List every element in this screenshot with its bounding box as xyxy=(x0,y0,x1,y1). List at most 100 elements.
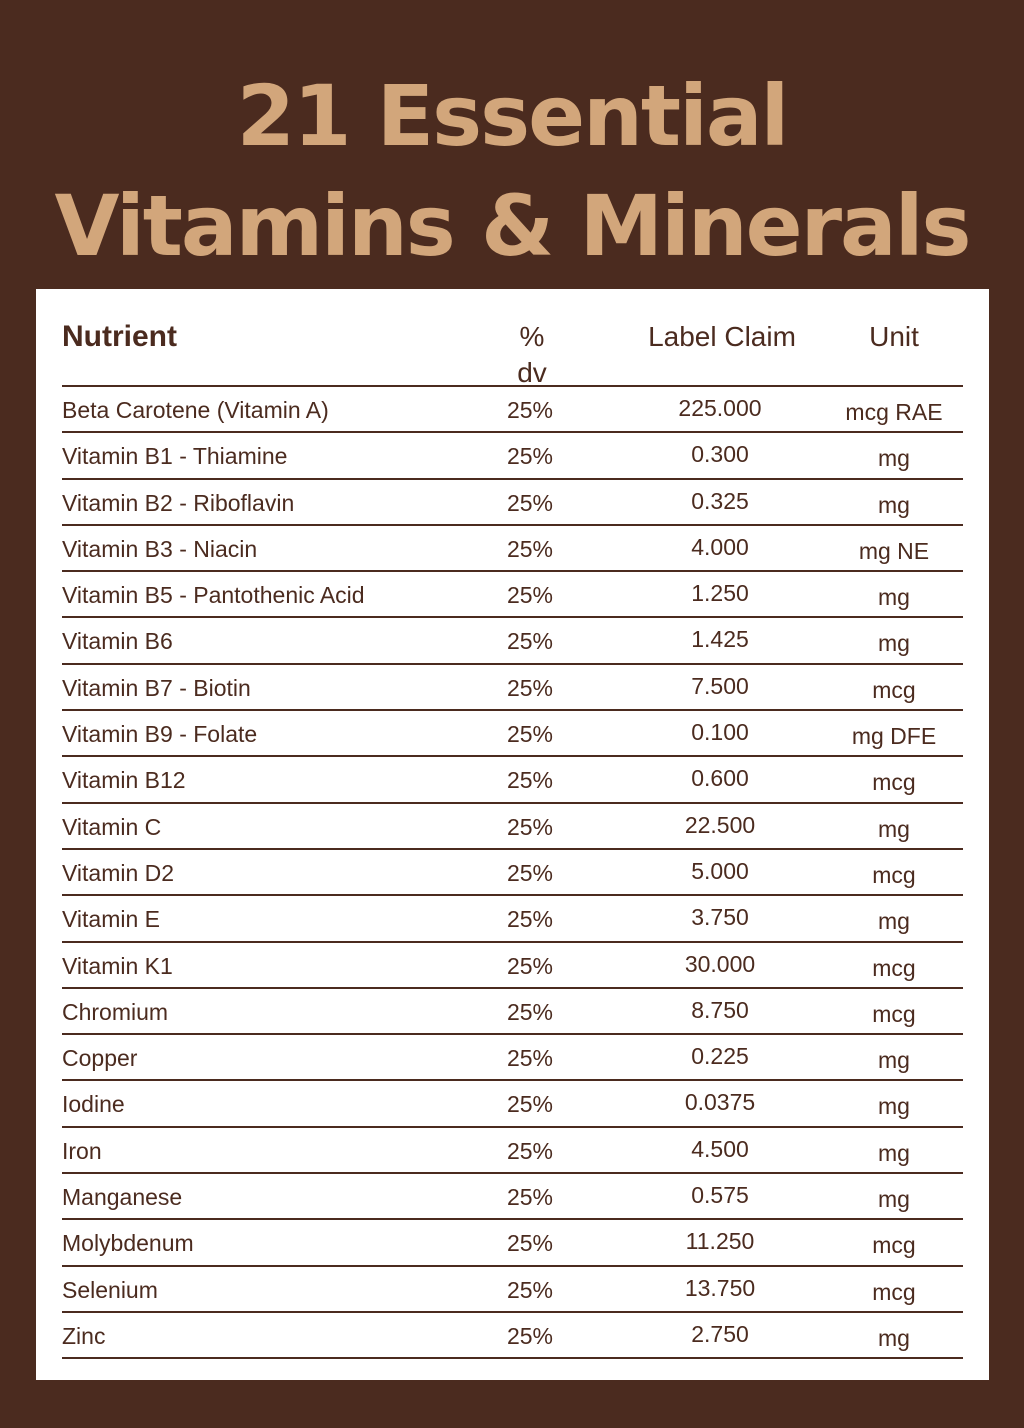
table-row: Vitamin D2 25% 5.000 mcg xyxy=(62,850,963,897)
header-unit: Unit xyxy=(869,321,919,352)
cell-unit: mg DFE xyxy=(851,723,937,750)
cell-unit: mg xyxy=(878,1139,910,1166)
cell-nutrient: Vitamin K1 xyxy=(62,952,173,979)
cell-dv: 25% xyxy=(506,443,554,470)
cell-unit: mg NE xyxy=(858,537,930,564)
cell-unit: mg xyxy=(878,491,910,518)
cell-dv: 25% xyxy=(506,1230,554,1257)
table-row: Vitamin E 25% 3.750 mg xyxy=(62,896,963,943)
cell-label-claim: 4.000 xyxy=(691,533,749,560)
cell-unit: mcg xyxy=(872,1000,916,1027)
cell-label-claim: 0.300 xyxy=(691,441,749,468)
cell-label-claim: 13.750 xyxy=(684,1274,756,1301)
header-dv: % dv xyxy=(517,321,547,388)
cell-label-claim: 5.000 xyxy=(691,857,749,884)
cell-label-claim: 0.325 xyxy=(691,487,749,514)
cell-unit: mcg xyxy=(872,1232,916,1259)
cell-label-claim: 2.750 xyxy=(691,1320,749,1347)
cell-dv: 25% xyxy=(506,628,554,655)
cell-nutrient: Copper xyxy=(62,1045,138,1072)
cell-label-claim: 30.000 xyxy=(684,950,756,977)
table-row: Vitamin B9 - Folate 25% 0.100 mg DFE xyxy=(62,711,963,758)
table-row: Chromium 25% 8.750 mcg xyxy=(62,989,963,1036)
cell-label-claim: 1.425 xyxy=(691,626,749,653)
cell-nutrient: Vitamin B9 - Folate xyxy=(62,721,258,748)
table-row: Copper 25% 0.225 mg xyxy=(62,1035,963,1082)
cell-nutrient: Vitamin B5 - Pantothenic Acid xyxy=(62,582,365,609)
cell-dv: 25% xyxy=(506,489,554,516)
cell-nutrient: Molybdenum xyxy=(62,1230,194,1257)
table-row: Iron 25% 4.500 mg xyxy=(62,1128,963,1175)
header-label-claim: Label Claim xyxy=(648,321,796,352)
cell-unit: mg xyxy=(878,1093,910,1120)
nutrient-table-card: Nutrient % dv Label Claim Unit Beta Caro… xyxy=(36,289,989,1380)
table-row: Vitamin K1 25% 30.000 mcg xyxy=(62,943,963,989)
cell-label-claim: 225.000 xyxy=(678,395,762,421)
table-body: Beta Carotene (Vitamin A) 25% 225.000 mcg R… xyxy=(62,387,963,1360)
cell-dv: 25% xyxy=(506,767,554,794)
cell-unit: mcg xyxy=(872,861,916,888)
cell-label-claim: 11.250 xyxy=(685,1228,755,1255)
cell-label-claim: 8.750 xyxy=(691,996,749,1023)
cell-unit: mg xyxy=(878,1186,910,1213)
table-header-row: Nutrient % dv Label Claim Unit xyxy=(62,289,963,388)
cell-label-claim: 7.500 xyxy=(691,672,749,699)
cell-label-claim: 4.500 xyxy=(691,1135,749,1162)
table-row: Vitamin B12 25% 0.600 mcg xyxy=(62,757,963,804)
cell-dv: 25% xyxy=(506,397,554,423)
cell-dv: 25% xyxy=(506,674,554,701)
cell-dv: 25% xyxy=(506,582,554,609)
cell-label-claim: 0.100 xyxy=(691,719,749,746)
cell-nutrient: Vitamin B6 xyxy=(62,628,173,655)
title-line-1: 21 Essential xyxy=(236,67,790,165)
cell-nutrient: Iodine xyxy=(62,1091,125,1118)
cell-dv: 25% xyxy=(506,952,554,979)
cell-dv: 25% xyxy=(506,998,554,1025)
cell-dv: 25% xyxy=(506,535,554,562)
table-row: Vitamin B2 - Riboflavin 25% 0.325 mg xyxy=(62,480,963,526)
cell-dv: 25% xyxy=(506,813,554,840)
cell-dv: 25% xyxy=(506,721,554,748)
header-nutrient: Nutrient xyxy=(62,320,177,353)
cell-dv: 25% xyxy=(506,1091,554,1118)
cell-dv: 25% xyxy=(506,1137,554,1164)
cell-nutrient: Vitamin B2 - Riboflavin xyxy=(62,489,295,516)
cell-unit: mg xyxy=(878,584,910,611)
cell-nutrient: Vitamin D2 xyxy=(62,859,175,886)
cell-nutrient: Vitamin B12 xyxy=(62,767,186,794)
cell-unit: mg xyxy=(878,445,910,472)
cell-nutrient: Vitamin E xyxy=(62,906,161,933)
cell-label-claim: 0.600 xyxy=(691,765,749,792)
cell-nutrient: Manganese xyxy=(62,1184,183,1211)
table-row: Selenium 25% 13.750 mcg xyxy=(62,1267,963,1313)
cell-unit: mg xyxy=(878,630,910,657)
nutrient-table: Nutrient % dv Label Claim Unit Beta Caro… xyxy=(62,289,963,1360)
title-line-2: Vitamins & Minerals xyxy=(54,177,971,275)
table-row: Iodine 25% 0.0375 mg xyxy=(62,1081,963,1128)
cell-dv: 25% xyxy=(506,1276,554,1303)
cell-nutrient: Beta Carotene (Vitamin A) xyxy=(62,397,329,423)
cell-nutrient: Chromium xyxy=(62,998,169,1025)
cell-nutrient: Zinc xyxy=(62,1322,106,1349)
table-row: Vitamin B6 25% 1.425 mg xyxy=(62,618,963,665)
cell-unit: mcg xyxy=(872,676,916,703)
cell-dv: 25% xyxy=(506,1322,554,1349)
cell-label-claim: 0.0375 xyxy=(684,1089,756,1116)
table-row: Vitamin B7 - Biotin 25% 7.500 mcg xyxy=(62,665,963,712)
cell-unit: mg xyxy=(878,1047,910,1074)
table-row: Vitamin B1 - Thiamine 25% 0.300 mg xyxy=(62,433,963,480)
cell-nutrient: Iron xyxy=(62,1137,102,1164)
cell-label-claim: 3.750 xyxy=(691,904,749,931)
cell-label-claim: 0.225 xyxy=(691,1043,749,1070)
cell-nutrient: Vitamin B1 - Thiamine xyxy=(62,443,288,470)
cell-nutrient: Vitamin C xyxy=(62,813,162,840)
cell-unit: mcg xyxy=(872,769,916,796)
cell-label-claim: 1.250 xyxy=(691,580,749,607)
table-row: Vitamin C 25% 22.500 mg xyxy=(62,804,963,850)
cell-nutrient: Selenium xyxy=(62,1276,158,1303)
cell-unit: mg xyxy=(878,1324,910,1351)
cell-unit: mcg xyxy=(872,954,916,981)
table-row: Molybdenum 25% 11.250 mcg xyxy=(62,1220,963,1267)
table-row: Vitamin B3 - Niacin 25% 4.000 mg NE xyxy=(62,526,963,573)
cell-unit: mg xyxy=(878,815,910,842)
